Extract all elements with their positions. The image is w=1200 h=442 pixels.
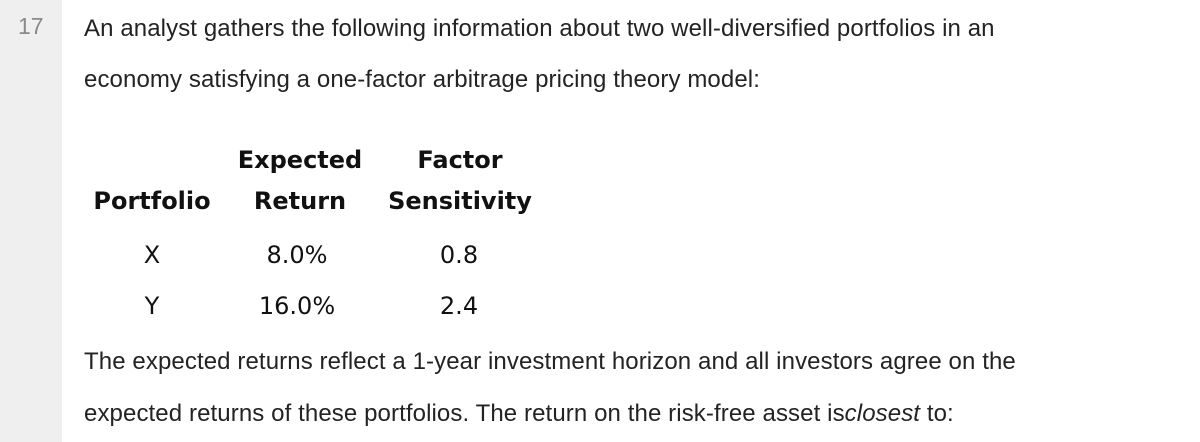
outro-text-a: expected returns of these portfolios. Th…	[84, 400, 845, 427]
emphasis-closest: closest	[844, 400, 921, 427]
table-cell-sensitivity: 2.4	[439, 292, 479, 320]
header-factor: Factor	[417, 146, 503, 174]
question-intro-line-2: economy satisfying a one-factor arbitrag…	[84, 66, 760, 93]
table-cell-return: 8.0%	[266, 241, 328, 269]
question-number: 17	[18, 13, 44, 39]
question-outro-line-2: expected returns of these portfolios. Th…	[84, 400, 954, 428]
header-portfolio: Portfolio	[93, 187, 211, 215]
outro-text-b: to:	[920, 400, 954, 427]
left-gutter	[0, 0, 62, 442]
table-cell-portfolio: Y	[144, 292, 160, 320]
header-expected: Expected	[237, 146, 363, 174]
question-outro-line-1: The expected returns reflect a 1-year in…	[84, 348, 1016, 375]
table-cell-return: 16.0%	[258, 292, 336, 320]
header-sensitivity: Sensitivity	[388, 187, 532, 215]
question-intro-line-1: An analyst gathers the following informa…	[84, 15, 995, 42]
table-cell-portfolio: X	[143, 241, 161, 269]
header-return: Return	[253, 187, 347, 215]
table-cell-sensitivity: 0.8	[439, 241, 479, 269]
